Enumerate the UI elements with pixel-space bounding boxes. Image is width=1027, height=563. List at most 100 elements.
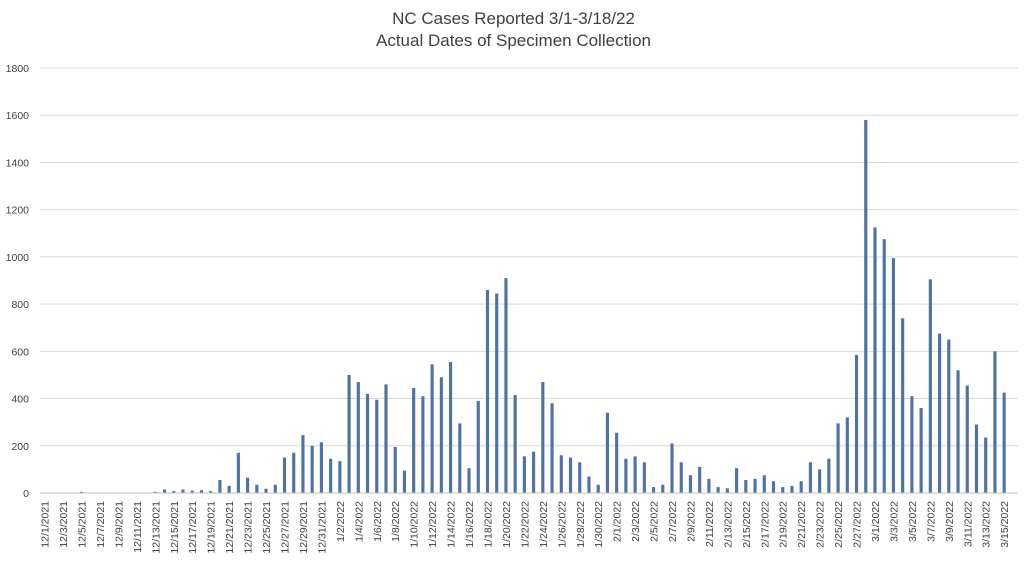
bar bbox=[744, 480, 748, 493]
bar bbox=[836, 423, 840, 493]
bar bbox=[347, 374, 351, 493]
bar bbox=[605, 412, 609, 493]
x-tick-label: 12/5/2021 bbox=[77, 501, 89, 548]
bar bbox=[799, 481, 803, 493]
x-tick-label: 1/22/2022 bbox=[519, 501, 531, 548]
x-tick-label: 3/3/2022 bbox=[888, 501, 900, 542]
y-tick-label: 1400 bbox=[6, 157, 30, 169]
x-tick-label: 3/15/2022 bbox=[999, 501, 1011, 548]
bar bbox=[947, 339, 951, 493]
chart-title-block: NC Cases Reported 3/1-3/18/22 Actual Dat… bbox=[0, 8, 1027, 52]
x-tick-label: 2/23/2022 bbox=[815, 501, 827, 548]
bar bbox=[854, 354, 859, 494]
bar bbox=[310, 445, 314, 493]
bar bbox=[513, 395, 517, 493]
bar bbox=[384, 384, 388, 493]
x-tick-label: 12/31/2021 bbox=[316, 501, 328, 554]
x-tick-label: 12/15/2021 bbox=[169, 501, 181, 554]
x-tick-label: 2/13/2022 bbox=[722, 501, 734, 548]
x-tick-label: 12/23/2021 bbox=[243, 501, 255, 554]
bar bbox=[439, 377, 443, 493]
bar bbox=[356, 382, 360, 493]
x-tick-label: 12/21/2021 bbox=[224, 501, 236, 554]
bar bbox=[301, 435, 305, 493]
bar bbox=[661, 484, 665, 493]
bar bbox=[338, 461, 342, 494]
bar bbox=[264, 488, 268, 493]
bar bbox=[190, 490, 194, 493]
bar bbox=[753, 478, 757, 493]
bar bbox=[402, 470, 407, 493]
x-tick-label: 1/16/2022 bbox=[464, 501, 476, 548]
bar bbox=[1002, 392, 1006, 493]
bar bbox=[365, 393, 370, 493]
chart-subtitle: Actual Dates of Specimen Collection bbox=[376, 31, 651, 50]
bar bbox=[476, 400, 480, 493]
x-tick-label: 2/5/2022 bbox=[649, 501, 661, 542]
bar bbox=[449, 361, 453, 493]
x-tick-label: 2/9/2022 bbox=[685, 501, 697, 542]
y-axis-tick-labels: 0 200 400 600 800 1000 1200 1400 1600 1800 bbox=[6, 63, 30, 500]
bar bbox=[246, 477, 250, 493]
bar bbox=[568, 457, 573, 493]
y-tick-label: 0 bbox=[23, 488, 29, 500]
x-tick-label: 3/9/2022 bbox=[944, 501, 956, 542]
bar bbox=[550, 403, 554, 493]
bar bbox=[541, 382, 545, 493]
bar bbox=[919, 408, 923, 493]
bar bbox=[688, 475, 693, 493]
bar bbox=[504, 278, 508, 493]
bar bbox=[633, 456, 637, 493]
bar bbox=[910, 396, 914, 493]
bar bbox=[670, 443, 674, 493]
x-tick-label: 1/30/2022 bbox=[593, 501, 605, 548]
bar bbox=[412, 387, 416, 493]
bar bbox=[209, 491, 213, 493]
bar bbox=[762, 475, 766, 493]
y-tick-label: 1000 bbox=[6, 252, 30, 264]
y-tick-label: 800 bbox=[11, 299, 29, 311]
bar bbox=[162, 489, 167, 493]
bar bbox=[421, 396, 425, 493]
x-tick-label: 12/17/2021 bbox=[187, 501, 199, 554]
bar bbox=[615, 432, 619, 493]
x-tick-label: 1/4/2022 bbox=[353, 501, 365, 542]
bar bbox=[716, 487, 720, 493]
y-tick-label: 400 bbox=[11, 394, 29, 406]
bar bbox=[153, 491, 157, 493]
bar bbox=[864, 119, 868, 493]
x-tick-label: 3/1/2022 bbox=[870, 501, 882, 542]
x-tick-label: 2/27/2022 bbox=[852, 501, 864, 548]
bar bbox=[827, 458, 831, 493]
bar bbox=[790, 485, 794, 493]
x-tick-label: 1/20/2022 bbox=[501, 501, 513, 548]
bar bbox=[642, 462, 646, 493]
bar bbox=[956, 370, 960, 493]
x-tick-label: 1/8/2022 bbox=[390, 501, 402, 542]
x-tick-label: 1/10/2022 bbox=[409, 501, 421, 548]
bar bbox=[707, 478, 711, 493]
bar bbox=[928, 279, 932, 493]
bar bbox=[901, 318, 905, 493]
bar bbox=[698, 467, 702, 493]
bar bbox=[587, 476, 591, 493]
bar bbox=[393, 446, 397, 493]
bar bbox=[993, 351, 997, 493]
bar bbox=[79, 491, 84, 493]
x-tick-label: 12/27/2021 bbox=[280, 501, 292, 554]
bar bbox=[273, 484, 277, 493]
bar bbox=[771, 481, 776, 493]
bar bbox=[808, 462, 812, 493]
y-tick-label: 200 bbox=[11, 441, 29, 453]
bar bbox=[218, 480, 222, 493]
x-tick-label: 12/25/2021 bbox=[261, 501, 273, 554]
x-tick-label: 2/11/2022 bbox=[704, 501, 716, 547]
bar bbox=[938, 333, 942, 494]
x-tick-label: 12/13/2021 bbox=[150, 501, 162, 554]
bar bbox=[522, 456, 526, 493]
bar bbox=[181, 489, 185, 493]
x-tick-label: 1/24/2022 bbox=[538, 501, 550, 548]
x-tick-label: 2/19/2022 bbox=[778, 501, 790, 548]
x-axis-tick-labels: 12/1/2021 12/3/2021 12/5/2021 12/7/2021 12/9… bbox=[40, 501, 1012, 554]
